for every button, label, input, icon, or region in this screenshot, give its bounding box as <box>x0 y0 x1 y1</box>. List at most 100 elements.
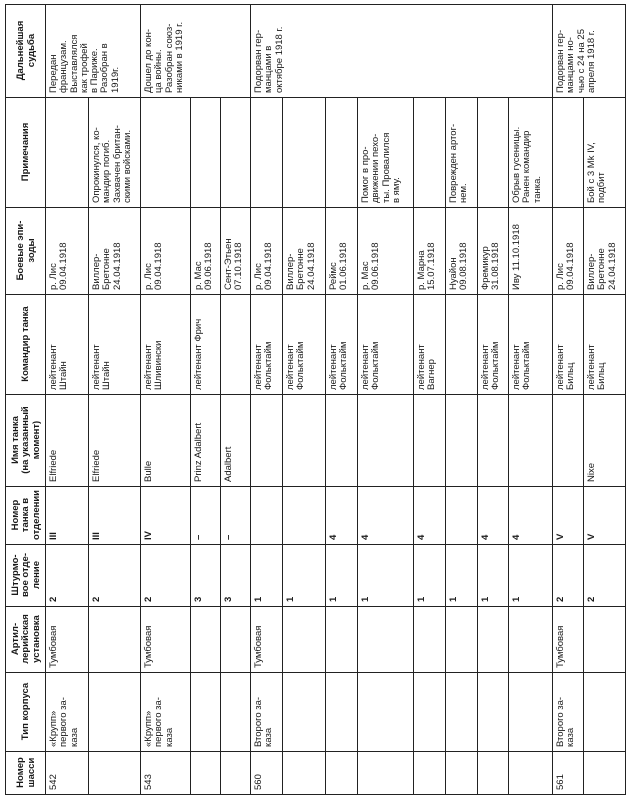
assault-squad-cell: 1 <box>413 544 446 607</box>
assault-squad-cell: 1 <box>477 544 509 607</box>
hull-type-cell <box>413 672 446 752</box>
notes-cell <box>140 97 191 208</box>
chassis-number-cell <box>445 751 478 795</box>
table-row: 1 4 лейтенант Фольктайм Иву 11.10.1918 Обрыв… <box>508 5 553 795</box>
tank-number-cell: – <box>190 486 221 545</box>
gun-mount-cell: Тумбовая <box>140 606 191 673</box>
table-row: 543 «Крупп» первого за- каза Тумбовая 2 IV Bu… <box>140 4 251 795</box>
notes-cell: Опрокинулся, ко- мандир погиб. Захвачен … <box>88 97 141 208</box>
tank-number-cell: 4 <box>477 486 509 545</box>
hull-type-cell: Второго за- каза <box>250 672 283 752</box>
tank-name-cell <box>508 394 553 487</box>
rotated-table-page: Номер шасси Тип корпуса Артил- лерийская… <box>5 4 626 795</box>
tank-name-cell: Bulle <box>140 394 191 487</box>
tank-number-cell: V <box>583 486 626 545</box>
hull-type-cell: «Крупп» первого за- каза <box>140 672 191 752</box>
header-gun: Артил- лерийская установка <box>5 606 46 673</box>
table-row: 2 V Nixe лейтенант Бильц Виллер- Бретонне 24… <box>583 5 626 795</box>
tank-number-cell: III <box>45 486 89 545</box>
chassis-number-cell <box>357 751 414 795</box>
chassis-number-cell <box>413 751 446 795</box>
commander-cell: лейтенант Бильц <box>583 294 626 395</box>
hull-type-cell <box>282 672 326 752</box>
battle-episode-cell: Виллер- Бретонне 24.04.1918 <box>88 207 141 295</box>
tank-history-table: Номер шасси Тип корпуса Артил- лерийская… <box>5 4 626 795</box>
commander-cell: лейтенант Фольктайм <box>357 294 414 395</box>
battle-episode-cell: р. Лис 09.04.1918 <box>140 207 191 295</box>
commander-cell: лейтенант Штайн <box>45 294 89 395</box>
assault-squad-cell: 3 <box>190 544 221 607</box>
notes-cell: Поврежден артог- нем. <box>445 97 478 208</box>
tank-number-cell: 4 <box>357 486 414 545</box>
tank-number-cell: 4 <box>325 486 358 545</box>
commander-cell: лейтенант Шливински <box>140 294 191 395</box>
table-row: 1 4 лейтенант Вагнер р. Марна 15.07.1918 <box>413 5 446 795</box>
tank-name-cell <box>552 394 584 487</box>
hull-type-cell <box>508 672 553 752</box>
tank-number-cell: V <box>552 486 584 545</box>
commander-cell: лейтенант Фольктайм <box>250 294 283 395</box>
chassis-number-cell: 543 <box>140 751 191 795</box>
battle-episode-cell: р. Марна 15.07.1918 <box>413 207 446 295</box>
fate-cell: Дошел до кон- ца войны. Разобран союз- н… <box>140 4 251 98</box>
table-row: 1 4 лейтенант Фольктайм Реймс 01.06.1918 <box>325 5 358 795</box>
tank-name-cell <box>282 394 326 487</box>
battle-episode-cell: Иву 11.10.1918 <box>508 207 553 295</box>
hull-type-cell <box>445 672 478 752</box>
commander-cell: лейтенант Фрич <box>190 294 221 395</box>
chassis-number-cell <box>88 751 141 795</box>
gun-mount-cell <box>190 606 221 673</box>
battle-episode-cell: Фремикур 31.08.1918 <box>477 207 509 295</box>
battle-episode-cell: Сент-Этьен 07.10.1918 <box>220 207 251 295</box>
tank-number-cell: 4 <box>413 486 446 545</box>
commander-cell: лейтенант Фольктайм <box>508 294 553 395</box>
tank-name-cell <box>357 394 414 487</box>
chassis-number-cell: 560 <box>250 751 283 795</box>
battle-episode-cell: Нуайон 09.08.1918 <box>445 207 478 295</box>
table-row: 560 Второго за- каза Тумбовая 1 лейтенант Фо… <box>250 4 553 795</box>
chassis-number-cell: 561 <box>552 751 584 795</box>
battle-episode-cell: Реймс 01.06.1918 <box>325 207 358 295</box>
header-tank-number: Номер танка в отделении <box>5 486 46 545</box>
chassis-number-cell <box>583 751 626 795</box>
tank-number-cell: IV <box>140 486 191 545</box>
header-squad: Штурмо- вое отде- ление <box>5 544 46 607</box>
fate-cell: Подорван гер- манцами в октябре 1918 г. <box>250 4 553 98</box>
chassis-number-cell <box>220 751 251 795</box>
notes-cell <box>477 97 509 208</box>
gun-mount-cell <box>325 606 358 673</box>
notes-cell <box>220 97 251 208</box>
gun-mount-cell <box>282 606 326 673</box>
commander-cell: лейтенант Фольктайм <box>477 294 509 395</box>
battle-episode-cell: р. Лис 09.04.1918 <box>250 207 283 295</box>
hull-type-cell: «Крупп» первого за- каза <box>45 672 89 752</box>
assault-squad-cell: 2 <box>45 544 89 607</box>
table-row: 542 «Крупп» первого за- каза Тумбовая 2 III E… <box>45 4 141 795</box>
chassis-number-cell <box>508 751 553 795</box>
hull-type-cell <box>325 672 358 752</box>
gun-mount-cell <box>88 606 141 673</box>
tank-name-cell: Elfriede <box>45 394 89 487</box>
notes-cell <box>325 97 358 208</box>
hull-type-cell <box>477 672 509 752</box>
battle-episode-cell: Виллер- Бретонне 24.04.1918 <box>583 207 626 295</box>
notes-cell <box>552 97 584 208</box>
gun-mount-cell <box>357 606 414 673</box>
assault-squad-cell: 2 <box>583 544 626 607</box>
tank-name-cell <box>250 394 283 487</box>
gun-mount-cell: Тумбовая <box>552 606 584 673</box>
assault-squad-cell: 1 <box>282 544 326 607</box>
assault-squad-cell: 1 <box>445 544 478 607</box>
commander-cell: лейтенант Вагнер <box>413 294 446 395</box>
table-row: 3– Prinz Adalbert лейтенант Фрич р. Мас 09.… <box>190 5 221 795</box>
table-row: 2 III Elfriede лейтенант Штайн Виллер- Брето… <box>88 5 141 795</box>
table-row: 1 4 лейтенант Фольктайм Фремикур 31.08.1918 <box>477 5 509 795</box>
commander-cell: лейтенант Штайн <box>88 294 141 395</box>
battle-episode-cell: Виллер- Бретонне 24.04.1918 <box>282 207 326 295</box>
hull-type-cell <box>88 672 141 752</box>
notes-cell <box>45 97 89 208</box>
header-commander: Командир танка <box>5 294 46 395</box>
gun-mount-cell <box>413 606 446 673</box>
header-chassis: Номер шасси <box>5 751 46 795</box>
